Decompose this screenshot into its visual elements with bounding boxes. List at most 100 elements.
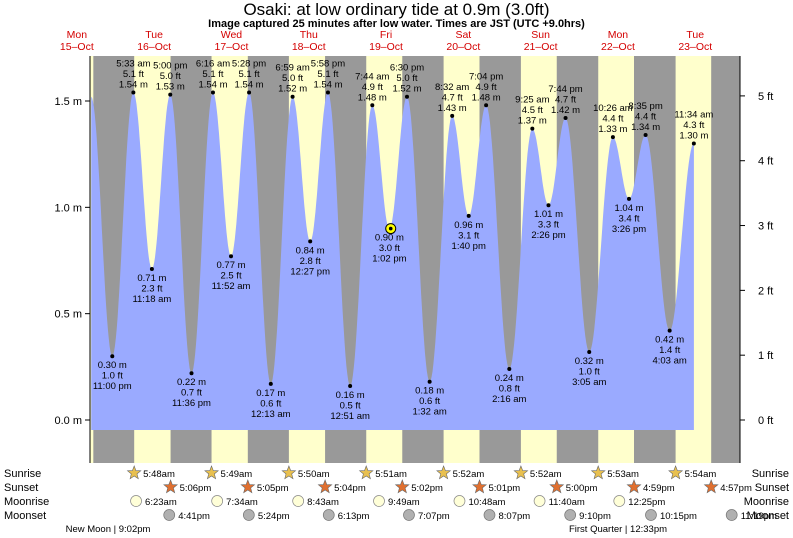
low-tide-label: 0.22 m [177, 377, 206, 388]
tide-point [247, 90, 252, 95]
day-date: 23–Oct [678, 41, 712, 53]
low-tide-label: 1.4 ft [659, 345, 680, 356]
sunset-time: 5:01pm [489, 483, 521, 494]
tide-point [450, 113, 455, 118]
day-name: Thu [300, 29, 318, 41]
moonrise-time: 10:48am [468, 497, 505, 508]
high-tide-label: 5.1 ft [238, 69, 259, 80]
day-date: 22–Oct [601, 41, 635, 53]
low-tide-label: 12:27 pm [290, 266, 330, 277]
low-tide-label: 0.84 m [296, 245, 325, 256]
moonrise-time: 12:25pm [628, 497, 665, 508]
high-tide-label: 4.5 ft [522, 105, 543, 116]
sunset-time: 5:00pm [566, 483, 598, 494]
astro-row-label-right: Moonrise [744, 496, 789, 508]
tide-point [110, 354, 115, 359]
left-tick-label: 1.0 m [54, 202, 82, 214]
tide-point [466, 213, 471, 218]
sunrise-time: 5:51am [375, 469, 407, 480]
current-tide-marker-dot [388, 226, 393, 231]
moonset-icon [322, 509, 335, 521]
moonset-time: 11:19pm [741, 511, 777, 522]
moonrise-time: 6:23am [145, 497, 177, 508]
high-tide-label: 1.54 m [119, 79, 148, 90]
low-tide-label: 3.3 ft [538, 220, 559, 231]
low-tide-label: 1:32 am [412, 407, 446, 418]
low-tide-label: 0.30 m [98, 360, 127, 371]
high-tide-label: 9:25 am [515, 95, 549, 106]
moonrise-time: 8:43am [307, 497, 339, 508]
low-tide-label: 0.8 ft [499, 383, 520, 394]
high-tide-label: 4.3 ft [683, 120, 704, 131]
day-name: Sat [455, 29, 471, 41]
low-tide-label: 3.4 ft [618, 213, 639, 224]
moonrise-time: 11:40am [549, 497, 585, 508]
low-tide-label: 12:13 am [251, 409, 291, 420]
high-tide-label: 1.43 m [438, 103, 467, 114]
sunrise-time: 5:49am [221, 469, 253, 480]
low-tide-label: 0.96 m [454, 220, 483, 231]
low-tide-label: 1:02 pm [372, 254, 406, 265]
high-tide-label: 5.0 ft [396, 73, 417, 84]
high-tide-label: 8:35 pm [628, 101, 662, 112]
high-tide-label: 4.7 ft [555, 95, 576, 106]
low-tide-label: 0.6 ft [260, 398, 281, 409]
high-tide-label: 4.4 ft [635, 112, 656, 123]
tide-point [290, 94, 295, 99]
low-tide-label: 0.16 m [336, 390, 365, 401]
high-tide-label: 1.48 m [472, 92, 501, 103]
sunrise-icon [358, 465, 374, 480]
high-tide-label: 5:28 pm [232, 58, 266, 69]
astro-row-label-left: Sunset [4, 482, 38, 494]
tide-point [370, 103, 375, 108]
low-tide-label: 0.71 m [137, 273, 166, 284]
moonset-time: 9:10pm [579, 511, 611, 522]
tide-point [530, 126, 535, 131]
right-tick-label: 5 ft [758, 91, 773, 103]
high-tide-label: 4.4 ft [602, 114, 623, 125]
tide-point [189, 371, 194, 376]
moonset-time: 7:07pm [418, 511, 450, 522]
astro-row-label-right: Moonset [747, 510, 789, 522]
low-tide-label: 11:36 pm [172, 398, 211, 409]
high-tide-label: 5.0 ft [282, 73, 303, 84]
moonset-time: 6:13pm [338, 511, 370, 522]
low-tide-label: 1.0 ft [102, 371, 123, 382]
sunrise-time: 5:48am [143, 469, 175, 480]
tide-point [404, 94, 409, 99]
day-name: Tue [145, 29, 163, 41]
sunrise-time: 5:52am [453, 469, 485, 480]
high-tide-label: 5.1 ft [202, 69, 223, 80]
chart-title: Osaki: at low ordinary tide at 0.9m (3.0… [243, 0, 550, 19]
moonrise-icon [453, 495, 466, 507]
chart-subtitle: Image captured 25 minutes after low wate… [208, 18, 585, 30]
low-tide-label: 2:16 am [492, 394, 526, 405]
sunset-time: 5:06pm [180, 483, 212, 494]
tide-point [149, 267, 154, 272]
low-tide-label: 0.5 ft [340, 400, 361, 411]
high-tide-label: 6:30 pm [390, 63, 424, 74]
sunrise-icon [668, 465, 684, 480]
high-tide-label: 1.54 m [235, 79, 264, 90]
left-tick-label: 0.5 m [54, 309, 82, 321]
right-tick-label: 0 ft [758, 415, 773, 427]
high-tide-label: 1.53 m [156, 82, 185, 93]
right-tick-label: 4 ft [758, 156, 773, 168]
low-tide-label: 1:40 pm [452, 241, 486, 252]
low-tide-label: 3:05 am [572, 377, 606, 388]
tide-point [268, 381, 273, 386]
sunset-icon [163, 479, 179, 494]
sunset-icon [240, 479, 256, 494]
sunset-icon [317, 479, 333, 494]
low-tide-label: 11:52 am [212, 281, 251, 292]
high-tide-label: 4.7 ft [442, 92, 463, 103]
high-tide-label: 11:34 am [674, 110, 713, 121]
moon-phase-new: New Moon | 9:02pm [66, 524, 151, 535]
high-tide-label: 5.0 ft [160, 71, 181, 82]
high-tide-label: 1.48 m [358, 92, 387, 103]
low-tide-label: 2.8 ft [300, 256, 321, 267]
day-name: Tue [686, 29, 704, 41]
astro-row-label-left: Moonrise [4, 496, 49, 508]
astro-row-label-left: Moonset [4, 510, 46, 522]
